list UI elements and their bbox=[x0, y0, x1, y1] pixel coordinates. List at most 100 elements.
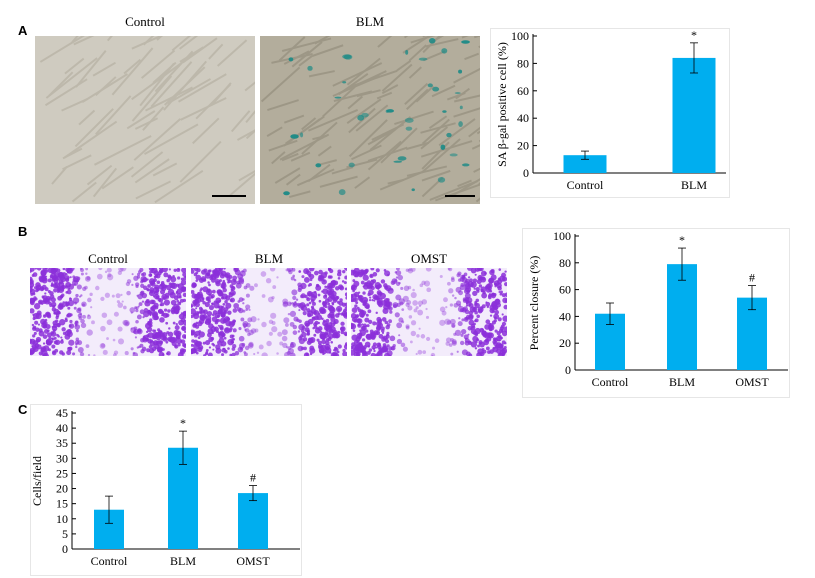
cell bbox=[64, 333, 71, 340]
cell bbox=[318, 269, 323, 275]
stained-cell bbox=[290, 134, 299, 139]
cell bbox=[336, 272, 342, 277]
cell bbox=[86, 276, 91, 281]
cell bbox=[148, 268, 155, 272]
y-tick-label: 0 bbox=[565, 363, 571, 377]
cell bbox=[281, 329, 288, 336]
cell bbox=[330, 341, 334, 344]
cell bbox=[469, 306, 476, 313]
y-tick-label: 80 bbox=[517, 56, 529, 70]
cell bbox=[323, 294, 328, 299]
cell bbox=[256, 351, 260, 355]
cell bbox=[421, 280, 426, 286]
cell bbox=[84, 285, 88, 290]
cell bbox=[68, 268, 75, 272]
cell bbox=[90, 306, 93, 309]
cell bbox=[245, 304, 251, 310]
cell bbox=[504, 270, 507, 273]
cell bbox=[178, 313, 185, 320]
cell bbox=[157, 329, 163, 335]
cell bbox=[57, 286, 65, 293]
cell bbox=[75, 329, 79, 333]
fiber bbox=[322, 85, 356, 118]
cell bbox=[329, 275, 333, 279]
cell bbox=[131, 283, 134, 287]
cell bbox=[177, 268, 180, 271]
cell bbox=[343, 308, 347, 313]
cell bbox=[153, 290, 159, 296]
cell bbox=[157, 309, 162, 314]
fiber bbox=[421, 138, 461, 174]
cell bbox=[30, 269, 32, 273]
cell bbox=[352, 279, 356, 283]
cell bbox=[318, 299, 322, 303]
cell bbox=[501, 293, 506, 298]
cell bbox=[486, 305, 490, 309]
cell bbox=[197, 336, 201, 340]
cell bbox=[148, 273, 153, 278]
cell bbox=[215, 344, 221, 350]
cell bbox=[221, 281, 226, 286]
cell bbox=[74, 324, 81, 330]
cell bbox=[289, 310, 297, 318]
cell bbox=[32, 325, 37, 330]
cell bbox=[353, 319, 358, 323]
cell bbox=[41, 302, 44, 306]
fiber bbox=[131, 36, 164, 50]
cell bbox=[229, 298, 233, 302]
cell bbox=[489, 269, 495, 276]
cell bbox=[362, 352, 368, 356]
cell bbox=[66, 313, 70, 318]
cell bbox=[498, 339, 501, 342]
x-tick-label: OMST bbox=[735, 375, 769, 389]
cell bbox=[362, 291, 366, 295]
cell bbox=[122, 319, 128, 326]
cell bbox=[131, 273, 134, 276]
cell bbox=[337, 277, 341, 280]
cell bbox=[51, 344, 56, 349]
cell bbox=[247, 317, 253, 323]
fiber bbox=[381, 63, 413, 92]
cell bbox=[218, 331, 225, 339]
cell bbox=[142, 272, 147, 277]
cell bbox=[79, 268, 83, 270]
cell bbox=[72, 277, 78, 283]
fiber bbox=[230, 110, 251, 133]
cell bbox=[95, 285, 100, 291]
cell bbox=[75, 337, 80, 341]
cell bbox=[344, 268, 347, 271]
cell bbox=[160, 270, 163, 273]
cell bbox=[306, 297, 311, 302]
cell bbox=[439, 319, 446, 326]
cell bbox=[32, 272, 38, 277]
cell bbox=[310, 291, 318, 298]
cell bbox=[59, 319, 66, 326]
sa-beta-gal-micrograph-blm bbox=[260, 36, 480, 204]
x-tick-label: BLM bbox=[669, 375, 695, 389]
cell bbox=[385, 334, 390, 339]
cell bbox=[396, 322, 403, 329]
cell bbox=[412, 288, 415, 292]
cell bbox=[80, 322, 87, 329]
cell bbox=[313, 333, 317, 337]
cell bbox=[156, 340, 163, 347]
cell bbox=[368, 319, 373, 324]
cell bbox=[447, 268, 451, 271]
cell bbox=[82, 314, 86, 319]
cell bbox=[152, 294, 156, 298]
cell-fibers bbox=[260, 36, 480, 203]
cell bbox=[357, 335, 362, 340]
cell bbox=[242, 302, 245, 305]
cell bbox=[479, 268, 484, 272]
cell bbox=[56, 333, 59, 337]
fiber bbox=[314, 36, 331, 45]
cell bbox=[354, 273, 360, 278]
cell bbox=[316, 338, 320, 342]
cell bbox=[474, 273, 477, 276]
fiber bbox=[332, 62, 383, 87]
cell bbox=[282, 301, 288, 307]
stained-cells bbox=[191, 268, 347, 356]
cell bbox=[145, 330, 149, 334]
cell bbox=[305, 323, 310, 328]
cell bbox=[324, 271, 328, 275]
